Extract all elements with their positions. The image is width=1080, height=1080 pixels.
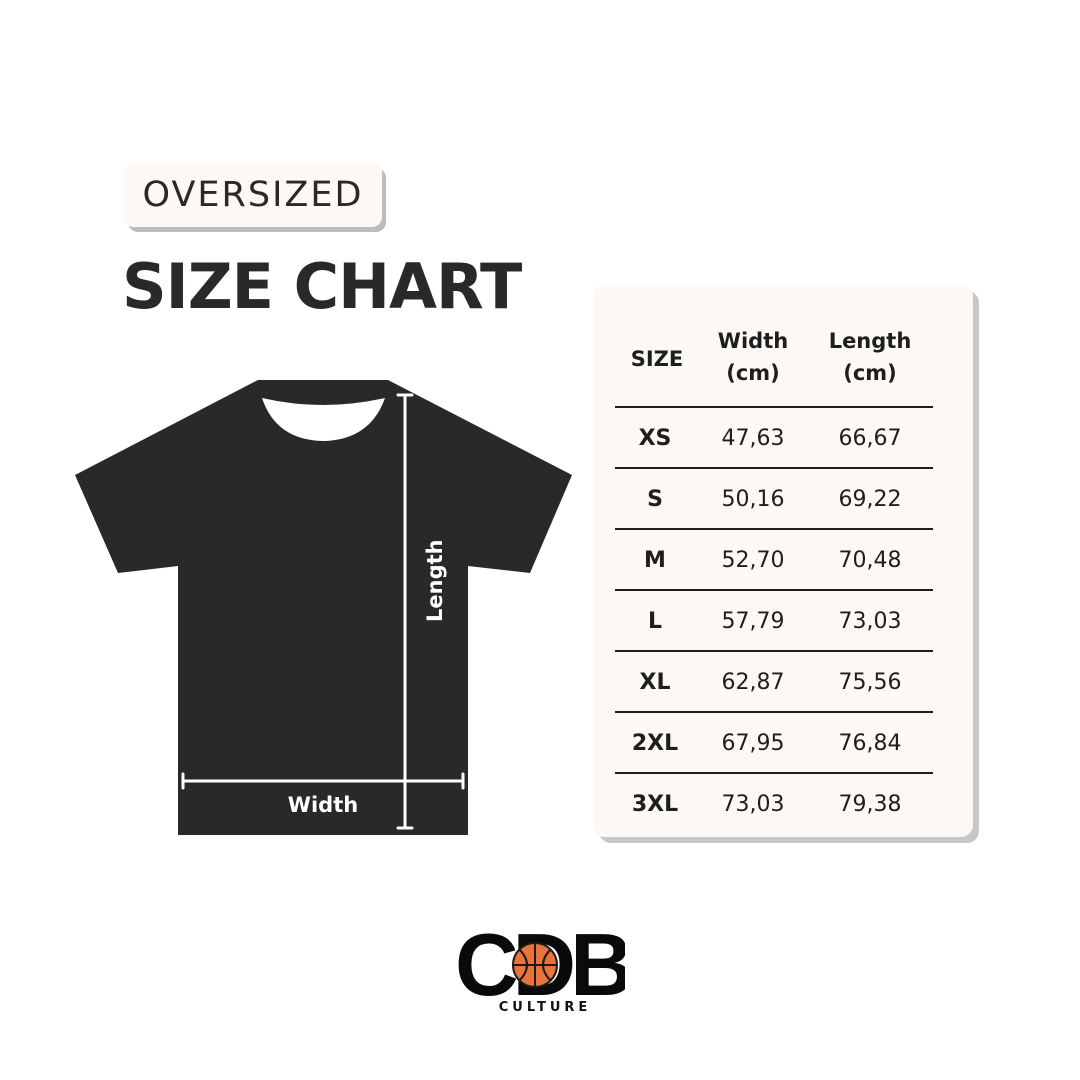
length-cell: 75,56 <box>838 670 902 695</box>
width-label: Width <box>287 793 359 817</box>
table-row: XS 47,63 66,67 <box>615 406 933 469</box>
table-row: 2XL 67,95 76,84 <box>615 711 933 774</box>
header-size: SIZE <box>615 343 699 375</box>
header-length-line2: (cm) <box>843 361 897 385</box>
width-cell: 50,16 <box>721 487 785 512</box>
size-cell: XS <box>638 426 672 451</box>
length-cell: 70,48 <box>838 548 902 573</box>
header-width: Width (cm) <box>698 325 808 389</box>
table-row: L 57,79 73,03 <box>615 589 933 652</box>
page-title: SIZE CHART <box>122 250 522 323</box>
tshirt-diagram <box>75 380 572 835</box>
size-cell: M <box>644 548 666 573</box>
brand-logo: CDB <box>455 925 625 1000</box>
header-length: Length (cm) <box>815 325 925 389</box>
header-width-line1: Width <box>717 329 789 353</box>
width-cell: 57,79 <box>721 609 785 634</box>
length-cell: 69,22 <box>838 487 902 512</box>
size-cell: 3XL <box>631 792 679 817</box>
table-row: 3XL 73,03 79,38 <box>615 772 933 835</box>
length-cell: 66,67 <box>838 426 902 451</box>
width-cell: 67,95 <box>721 731 785 756</box>
width-measure-line <box>181 772 465 790</box>
table-row: M 52,70 70,48 <box>615 528 933 591</box>
table-row: XL 62,87 75,56 <box>615 650 933 713</box>
width-cell: 62,87 <box>721 670 785 695</box>
tshirt-collar <box>262 398 385 441</box>
length-label: Length <box>423 539 447 622</box>
style-badge: OVERSIZED <box>124 163 382 227</box>
table-row: S 50,16 69,22 <box>615 467 933 530</box>
header-length-line1: Length <box>828 329 912 353</box>
width-cell: 47,63 <box>721 426 785 451</box>
length-cell: 79,38 <box>838 792 902 817</box>
size-cell: XL <box>639 670 671 695</box>
header-width-line2: (cm) <box>726 361 780 385</box>
tshirt-shape <box>75 380 572 835</box>
size-table: SIZE Width (cm) Length (cm) XS 47,63 66,67 S 5… <box>593 285 973 837</box>
length-measure-line <box>396 393 414 830</box>
size-cell: S <box>647 487 663 512</box>
length-cell: 76,84 <box>838 731 902 756</box>
size-cell: 2XL <box>631 731 679 756</box>
logo-subtitle: CULTURE <box>498 1000 592 1015</box>
length-cell: 73,03 <box>838 609 902 634</box>
width-cell: 52,70 <box>721 548 785 573</box>
header-size-text: SIZE <box>630 347 684 371</box>
size-cell: L <box>647 609 663 634</box>
width-cell: 73,03 <box>721 792 785 817</box>
